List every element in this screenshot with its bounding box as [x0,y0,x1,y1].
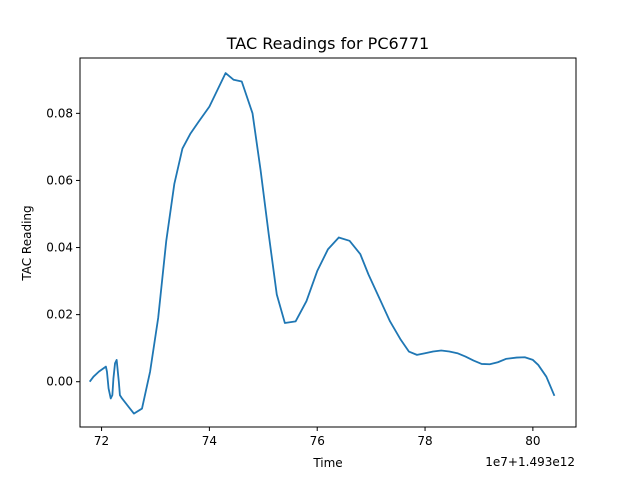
y-tick-label: 0.02 [46,308,73,322]
y-tick-label: 0.06 [46,173,73,187]
x-tick-label: 80 [525,434,540,448]
series-line [88,72,556,415]
y-tick-label: 0.08 [46,106,73,120]
y-tick-label: 0.00 [46,375,73,389]
y-axis-ticks: 0.00 0.02 0.04 0.06 0.08 [46,106,80,389]
x-axis-offset-label: 1e7+1.493e12 [485,455,575,469]
axes-frame [79,57,577,428]
x-axis-label: Time [312,456,342,470]
y-tick-label: 0.04 [46,241,73,255]
x-axis-ticks: 72 74 76 78 80 [94,427,541,448]
y-axis-label: TAC Reading [20,205,34,281]
plot-layer [88,72,556,415]
chart-title: TAC Readings for PC6771 [226,34,429,53]
x-tick-label: 74 [202,434,217,448]
x-tick-label: 78 [417,434,432,448]
x-tick-label: 76 [310,434,325,448]
x-tick-label: 72 [94,434,109,448]
